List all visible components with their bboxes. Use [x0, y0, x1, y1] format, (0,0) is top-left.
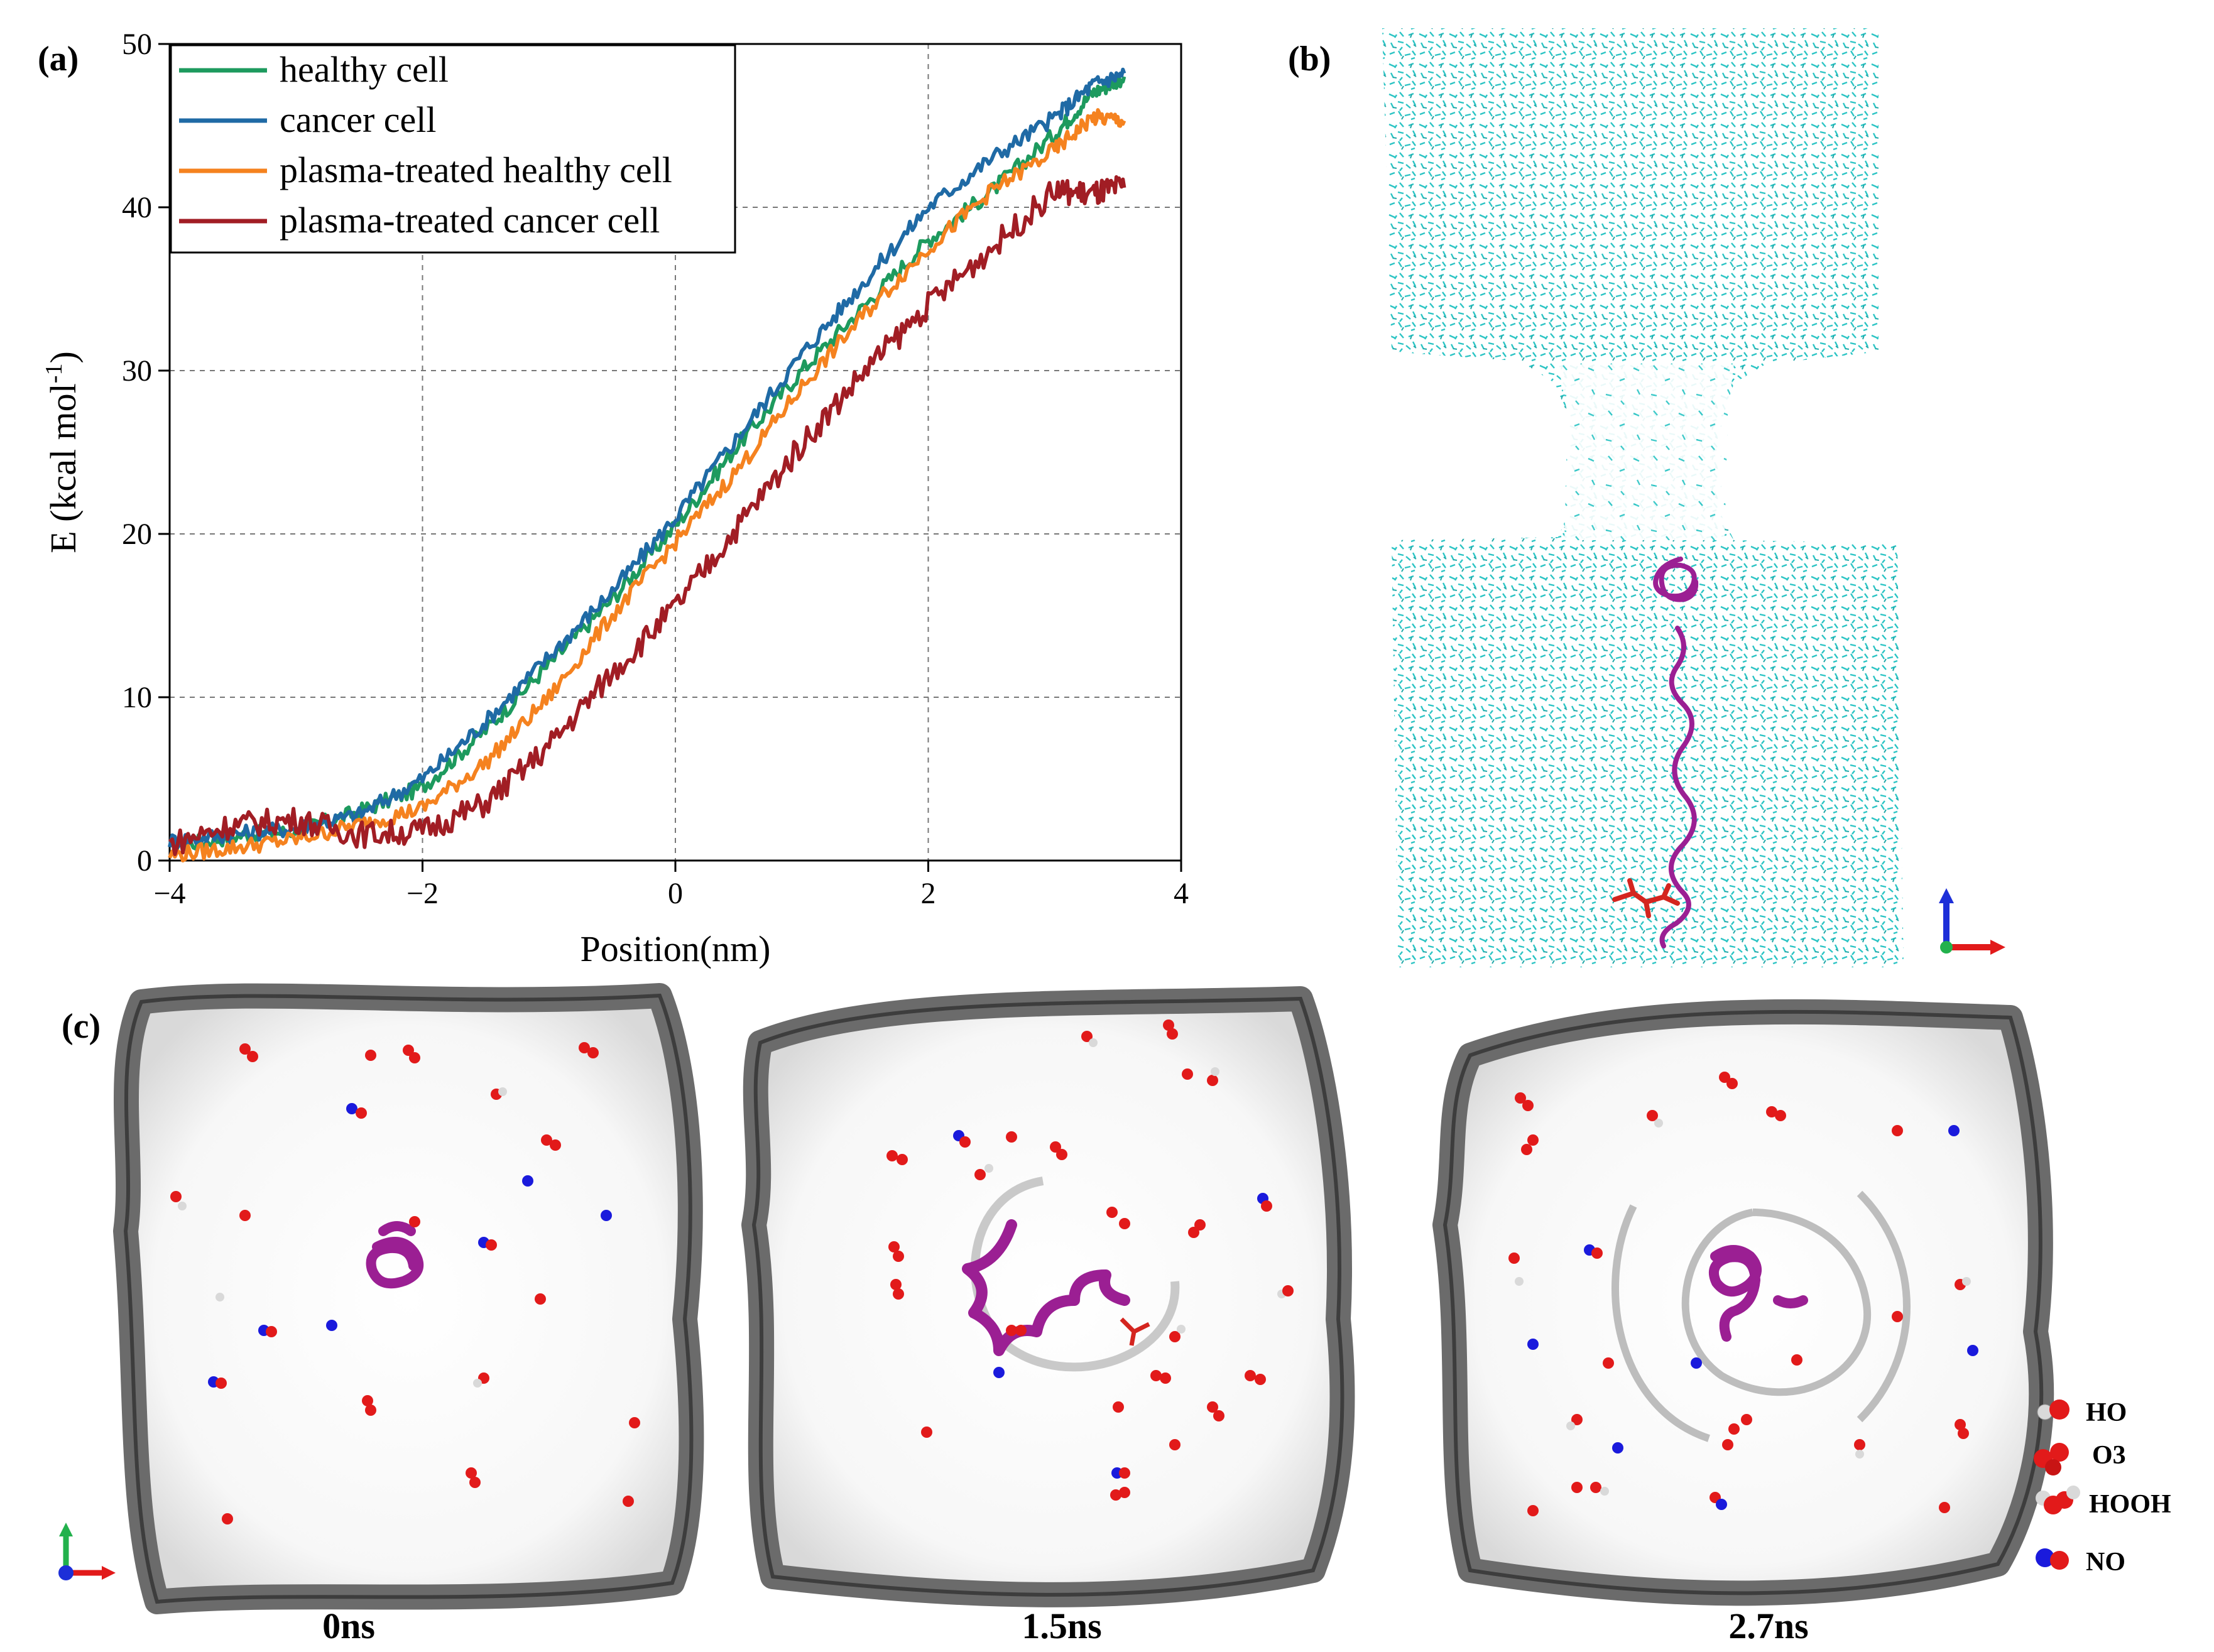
snapshot-2-7ns: 2.7ns [1432, 999, 2054, 1646]
panel-label-a: (a) [38, 40, 79, 79]
x-tick-label: −4 [153, 877, 185, 910]
simulation-box-2-7ns-edge [1442, 1009, 2044, 1595]
y-tick-label: 30 [122, 354, 152, 388]
y-axis-title-end: ) [43, 351, 84, 363]
y-axis-title: E (kcal mol-1) [41, 351, 84, 553]
key-label-hooh: HOOH [2089, 1490, 2171, 1519]
snapshot-1-5ns: 1.5ns [741, 986, 1355, 1646]
simulation-box-0ns-edge [123, 993, 694, 1604]
x-tick-label: 4 [1174, 877, 1189, 910]
water-sparse-region [1558, 364, 1734, 540]
y-tick-label: 40 [122, 191, 152, 224]
time-label-2-7ns: 2.7ns [1728, 1606, 1808, 1646]
membrane-pore-snapshot [1382, 28, 2005, 967]
axes-triad-icon [1939, 888, 2005, 955]
peptide-sidechain-1-5ns [1120, 1317, 1150, 1346]
peptide-helix-0ns [366, 1221, 424, 1289]
snapshot-0ns: 0ns [113, 983, 704, 1646]
simulation-box-0ns [113, 983, 704, 1614]
key-label-o3: O3 [2092, 1441, 2126, 1470]
panel-label-c: (c) [62, 1007, 101, 1046]
legend-box [170, 44, 736, 254]
legend-item-healthy-cell: healthy cell [179, 49, 449, 90]
legend-label-plasma-treated-cancer-cell: plasma-treated cancer cell [280, 200, 660, 241]
legend-item-cancer-cell: cancer cell [179, 99, 437, 140]
reactive-species-1-5ns [886, 1019, 1294, 1501]
peptide-helix-2-7ns [1709, 1245, 1808, 1342]
molecule-key: HO O3 HOOH NO [2034, 1398, 2171, 1577]
key-label-ho: HO [2086, 1398, 2127, 1427]
y-tick-label: 20 [122, 518, 152, 551]
o3-molecule-icon [2034, 1443, 2069, 1475]
legend-label-healthy-cell: healthy cell [280, 49, 449, 90]
key-label-no: NO [2086, 1548, 2125, 1577]
x-tick-label: 0 [668, 877, 683, 910]
legend-label-plasma-treated-healthy-cell: plasma-treated healthy cell [280, 149, 672, 190]
axes-triad-small-icon [58, 1523, 116, 1580]
simulation-box-1-5ns [741, 986, 1355, 1607]
y-tick-label: 0 [137, 844, 152, 878]
x-tick-label: 2 [921, 877, 936, 910]
pore-swirl-2-7ns [1611, 1190, 1911, 1442]
legend-item-plasma-treated-healthy-cell: plasma-treated healthy cell [179, 149, 672, 190]
y-axis-title-superscript: -1 [41, 364, 67, 384]
no-molecule-icon [2036, 1548, 2069, 1570]
y-tick-label: 50 [122, 28, 152, 61]
time-label-0ns: 0ns [322, 1606, 375, 1646]
peptide-sidechain [1612, 878, 1680, 918]
chart-legend: healthy cell cancer cell plasma-treated … [170, 44, 736, 254]
legend-item-plasma-treated-cancer-cell: plasma-treated cancer cell [179, 200, 660, 241]
y-axis-title-main: E (kcal mol [43, 383, 84, 553]
simulation-box-1-5ns-edge [751, 996, 1344, 1597]
panel-label-b: (b) [1288, 40, 1331, 79]
y-tick-label: 10 [122, 681, 152, 714]
hooh-molecule-icon [2036, 1486, 2080, 1514]
reactive-species-2-7ns [1508, 1072, 1978, 1516]
series-line-cancer-cell [168, 67, 1126, 849]
x-axis-title: Position(nm) [581, 928, 771, 969]
time-label-1-5ns: 1.5ns [1022, 1606, 1101, 1646]
reactive-species-0ns [170, 1042, 640, 1524]
x-tick-label: −2 [406, 877, 439, 910]
series-line-plasma-treated-cancer-cell [168, 175, 1126, 856]
peptide-helix [1653, 557, 1699, 948]
ho-molecule-icon [2037, 1399, 2069, 1420]
legend-label-cancer-cell: cancer cell [280, 99, 437, 140]
chart-series [168, 67, 1126, 862]
